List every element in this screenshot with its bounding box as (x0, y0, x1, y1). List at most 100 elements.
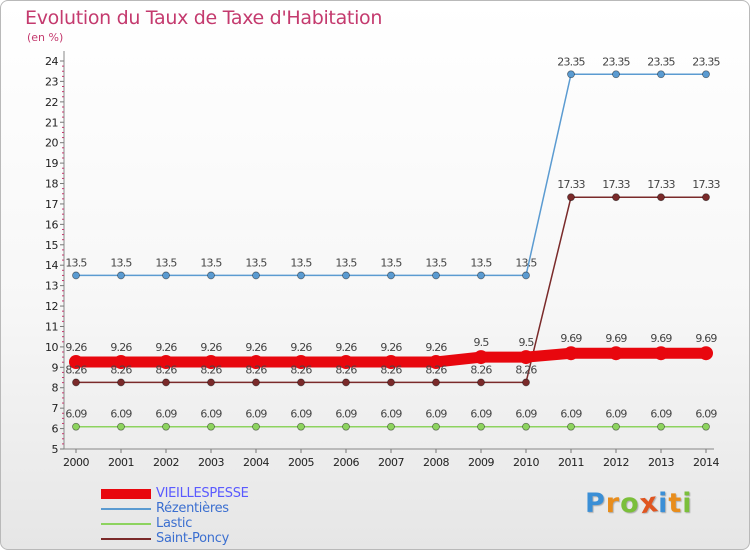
data-point (612, 193, 620, 202)
data-point (342, 422, 350, 431)
data-label: 9.5 (518, 336, 534, 349)
data-point (297, 422, 305, 431)
data-label: 6.09 (245, 408, 267, 421)
logo-letter: i (658, 488, 669, 519)
data-point (249, 355, 263, 370)
data-label: 23.35 (692, 55, 720, 68)
legend-swatch (101, 508, 151, 510)
data-point (522, 271, 530, 280)
data-point (114, 355, 128, 370)
y-tick-label: 24 (45, 55, 58, 68)
x-tick-label: 2004 (243, 456, 269, 469)
axes: 5 6 7 8 9 10 11 12 13 14 15 16 17 18 19 20 21 22 23 24 2000 2… (45, 51, 720, 469)
y-tick-label: 20 (45, 137, 58, 150)
data-point (207, 422, 215, 431)
data-point (702, 193, 710, 202)
data-label: 8.26 (65, 363, 87, 376)
data-label: 6.09 (155, 408, 177, 421)
y-tick-label: 13 (45, 280, 58, 293)
data-labels-layer: 9.26 9.26 9.26 9.26 9.26 9.26 9.26 9.26 9.26 9.5 9… (65, 55, 721, 421)
data-label: 13.5 (335, 256, 357, 269)
x-tick-label: 2000 (63, 456, 89, 469)
y-tick-label: 7 (52, 402, 59, 415)
data-point (477, 271, 485, 280)
y-tick-label: 23 (45, 75, 58, 88)
data-point (609, 346, 623, 361)
data-point (162, 422, 170, 431)
data-label: 8.26 (290, 363, 312, 376)
data-point (117, 378, 125, 387)
data-label: 17.33 (602, 178, 630, 191)
y-tick-label: 6 (52, 423, 59, 436)
data-label: 9.26 (245, 341, 267, 354)
data-label: 9.26 (200, 341, 222, 354)
data-label: 13.5 (110, 256, 132, 269)
data-point (297, 271, 305, 280)
y-tick-label: 8 (52, 382, 59, 395)
series-4 (72, 193, 710, 387)
data-point (699, 346, 713, 361)
data-label: 9.26 (65, 341, 87, 354)
x-tick-label: 2008 (423, 456, 449, 469)
logo-letter: o (620, 488, 640, 519)
x-tick-label: 2011 (558, 456, 584, 469)
data-label: 13.5 (515, 256, 537, 269)
data-label: 6.09 (200, 408, 222, 421)
data-point (564, 346, 578, 361)
data-label: 9.69 (605, 332, 627, 345)
x-tick-label: 2014 (693, 456, 719, 469)
data-label: 6.09 (425, 408, 447, 421)
data-point (162, 378, 170, 387)
data-point (252, 271, 260, 280)
data-point (252, 422, 260, 431)
data-label: 9.5 (473, 336, 489, 349)
data-point (117, 271, 125, 280)
data-label: 13.5 (470, 256, 492, 269)
data-point (162, 271, 170, 280)
data-point (567, 193, 575, 202)
series-line (76, 73, 706, 277)
logo-letter: i (682, 488, 693, 519)
data-label: 17.33 (692, 178, 720, 191)
x-tick-label: 2009 (468, 456, 494, 469)
data-label: 9.26 (110, 341, 132, 354)
legend-swatch (101, 489, 151, 499)
data-label: 6.09 (695, 408, 717, 421)
y-tick-label: 15 (45, 239, 58, 252)
data-point (72, 422, 80, 431)
legend-label: VIEILLESPESSE (156, 486, 249, 501)
y-tick-label: 21 (45, 116, 58, 129)
x-tick-label: 2002 (153, 456, 179, 469)
logo-letter: t (668, 488, 683, 519)
legend-label: Lastic (156, 516, 193, 531)
chart-title: Evolution du Taux de Taxe d'Habitation (25, 7, 383, 29)
data-label: 23.35 (647, 55, 675, 68)
data-label: 9.69 (650, 332, 672, 345)
data-label: 8.26 (335, 363, 357, 376)
series-layer (69, 70, 713, 431)
data-point (387, 271, 395, 280)
data-point (117, 422, 125, 431)
data-point (657, 193, 665, 202)
data-point (342, 378, 350, 387)
data-label: 17.33 (647, 178, 675, 191)
data-point (477, 378, 485, 387)
data-point (252, 378, 260, 387)
data-label: 9.26 (155, 341, 177, 354)
data-label: 6.09 (650, 408, 672, 421)
data-label: 13.5 (245, 256, 267, 269)
data-point (432, 378, 440, 387)
x-tick-label: 2012 (603, 456, 629, 469)
y-tick-label: 18 (45, 178, 58, 191)
y-tick-label: 22 (45, 96, 58, 109)
data-point (432, 271, 440, 280)
legend-label: Saint-Poncy (156, 531, 229, 546)
data-label: 9.26 (380, 341, 402, 354)
data-label: 8.26 (380, 363, 402, 376)
data-label: 6.09 (290, 408, 312, 421)
data-point (519, 350, 533, 365)
data-label: 23.35 (602, 55, 630, 68)
data-label: 9.69 (695, 332, 717, 345)
data-point (474, 350, 488, 365)
data-point (207, 378, 215, 387)
